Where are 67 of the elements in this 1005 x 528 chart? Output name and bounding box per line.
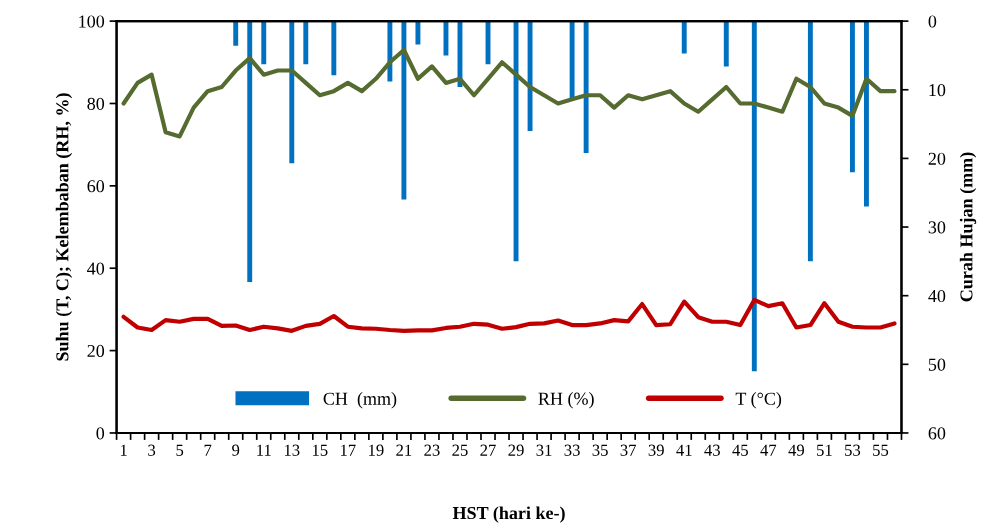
x-tick-label: 45 <box>732 444 748 456</box>
line-series <box>121 297 897 333</box>
y-tick-label: 80 <box>87 97 105 110</box>
y2-tick-label: 10 <box>929 84 946 97</box>
bar <box>415 21 421 45</box>
legend-label: T (°C) <box>735 392 782 409</box>
y-tick-label: 20 <box>87 344 105 358</box>
y2-tick-label: 60 <box>928 427 946 440</box>
y-tick-label: 0 <box>96 427 105 440</box>
x-tick-label: 25 <box>452 444 468 456</box>
bar <box>261 21 267 65</box>
y-tick-label: 100 <box>79 15 105 28</box>
line-series <box>121 47 897 139</box>
x-tick-label: 33 <box>564 444 580 456</box>
x-tick-label: 17 <box>340 444 356 456</box>
bar <box>303 21 309 65</box>
x-tick-label: 23 <box>424 444 440 456</box>
x-axis-title: HST (hari ke-) <box>452 506 565 523</box>
bar <box>751 21 757 372</box>
x-tick-label: 3 <box>148 444 156 456</box>
x-tick-label: 9 <box>232 444 240 456</box>
x-tick-label: 19 <box>369 444 384 456</box>
bar <box>387 21 393 82</box>
x-tick-label: 41 <box>676 444 692 456</box>
bar <box>289 21 295 164</box>
bar <box>331 21 337 76</box>
x-tick-label: 31 <box>536 444 552 456</box>
bar <box>849 21 855 173</box>
bar <box>233 21 239 46</box>
y2-tick-label: 20 <box>928 152 946 165</box>
x-tick-label: 7 <box>204 444 212 456</box>
x-tick-label: 27 <box>480 444 496 456</box>
y-axis-title: Suhu (T, C); Kelembaban (RH, %) <box>55 93 73 361</box>
x-tick-label: 21 <box>396 444 412 456</box>
x-tick-label: 39 <box>648 444 664 456</box>
bar <box>527 21 533 131</box>
x-tick-label: 55 <box>873 444 889 456</box>
y2-axis-title: Curah Hujan (mm) <box>959 152 977 302</box>
bar <box>863 21 869 207</box>
bar <box>247 21 253 282</box>
x-tick-label: 47 <box>760 444 777 456</box>
y-tick-label: 60 <box>87 180 105 193</box>
y2-tick-label: 50 <box>928 358 946 371</box>
bar <box>583 21 589 153</box>
x-tick-label: 43 <box>704 444 720 456</box>
x-tick-label: 15 <box>312 444 328 456</box>
legend-label: RH (%) <box>538 392 594 409</box>
bar <box>723 21 729 67</box>
x-tick-label: 11 <box>257 444 271 456</box>
y2-tick-label: 40 <box>928 289 946 303</box>
x-tick-label: 53 <box>845 444 861 456</box>
x-tick-label: 13 <box>284 444 300 456</box>
x-tick-label: 1 <box>120 444 127 456</box>
x-tick-label: 35 <box>592 444 608 456</box>
y2-tick-label: 30 <box>928 221 946 234</box>
y-tick-label: 40 <box>87 262 105 275</box>
bar <box>401 21 407 200</box>
bar <box>681 21 687 54</box>
x-tick-label: 37 <box>620 444 637 456</box>
bar <box>569 21 575 99</box>
x-tick-label: 29 <box>508 444 524 456</box>
legend-label: CH (mm) <box>323 392 397 409</box>
x-tick-label: 49 <box>788 444 805 456</box>
x-tick-label: 5 <box>176 444 184 456</box>
bar <box>807 21 813 262</box>
y2-tick-label: 0 <box>928 15 937 28</box>
x-tick-label: 51 <box>817 444 832 456</box>
